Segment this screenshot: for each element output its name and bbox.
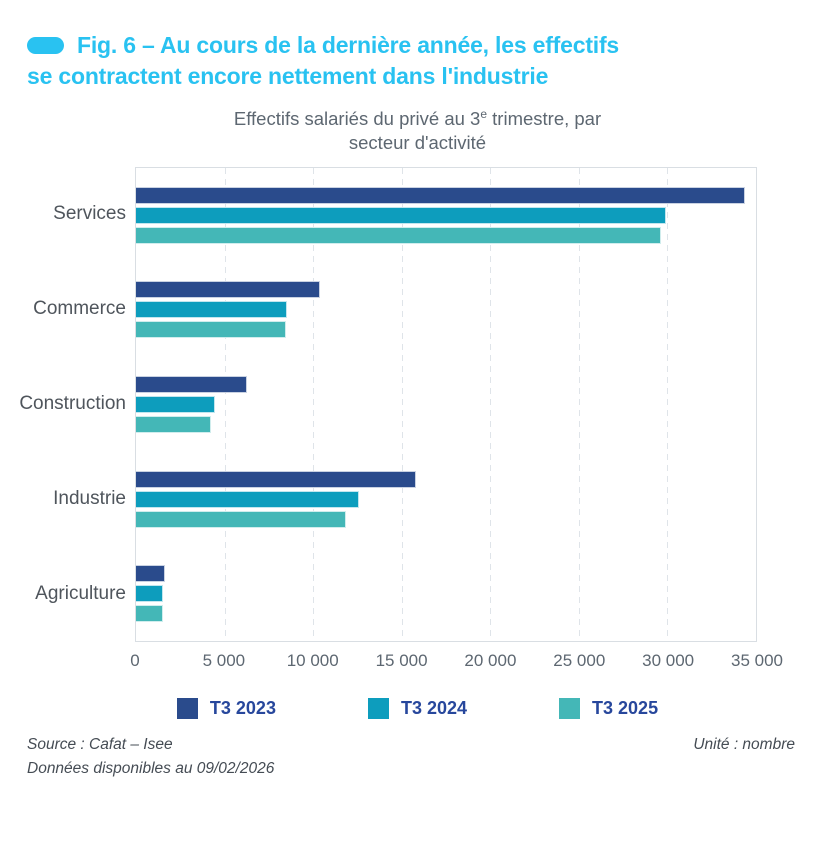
source-line1: Source : Cafat – Isee bbox=[27, 735, 173, 753]
gridline-25000 bbox=[578, 167, 580, 641]
legend-item: T3 2024 bbox=[367, 697, 468, 719]
x-tick-label: 35 000 bbox=[731, 650, 783, 670]
bar-t3-2025 bbox=[136, 510, 346, 528]
legend-item: T3 2025 bbox=[559, 697, 659, 719]
legend-swatch bbox=[367, 697, 389, 719]
category-label: Industrie bbox=[53, 488, 126, 510]
bar-t3-2025 bbox=[136, 226, 662, 244]
legend-swatch bbox=[176, 697, 198, 719]
legend-label: T3 2023 bbox=[209, 697, 276, 718]
bar-t3-2025 bbox=[136, 416, 212, 434]
bar-chart: Services Commerce Construction Industrie Agr… bbox=[0, 166, 835, 719]
bar-t3-2025 bbox=[136, 605, 163, 623]
gridline-15000 bbox=[401, 167, 403, 641]
figure-title-line1: Fig. 6 – Au cours de la dernière année, … bbox=[77, 32, 620, 58]
bar-t3-2025 bbox=[136, 321, 286, 339]
legend-swatch bbox=[559, 697, 581, 719]
figure-title-line2: se contractent encore nettement dans l'i… bbox=[27, 62, 549, 89]
x-tick-label: 30 000 bbox=[642, 650, 695, 670]
category-label: Agriculture bbox=[35, 583, 126, 605]
figure-footer: Source : Cafat – Isee Données disponible… bbox=[27, 733, 795, 781]
gridline-30000 bbox=[667, 167, 669, 641]
bar-t3-2024 bbox=[136, 490, 360, 508]
x-tick-label: 10 000 bbox=[286, 650, 339, 670]
bar-t3-2024 bbox=[136, 396, 215, 414]
plot-area bbox=[135, 166, 757, 642]
bar-t3-2023 bbox=[136, 186, 746, 204]
bar-group-agriculture bbox=[136, 546, 756, 641]
legend-item: T3 2023 bbox=[176, 697, 276, 719]
chart-subtitle: Effectifs salariés du privé au 3e trimes… bbox=[138, 107, 698, 155]
source-note: Source : Cafat – Isee Données disponible… bbox=[27, 733, 274, 781]
gridline-5000 bbox=[224, 167, 226, 641]
x-tick-label: 0 bbox=[130, 650, 140, 670]
x-axis: 0 5 000 10 000 15 000 20 000 25 000 30 000 35 0… bbox=[130, 642, 783, 676]
figure-title: Fig. 6 – Au cours de la dernière année, … bbox=[27, 30, 807, 92]
gridline-20000 bbox=[490, 167, 492, 641]
bar-t3-2023 bbox=[136, 376, 247, 394]
category-label: Construction bbox=[19, 393, 126, 415]
chart-subtitle-line2: secteur d'activité bbox=[348, 131, 487, 153]
category-label: Commerce bbox=[33, 298, 126, 320]
chart-subtitle-sup: e bbox=[480, 106, 488, 121]
legend-label: T3 2025 bbox=[592, 697, 659, 718]
category-labels: Services Commerce Construction Industrie Agr… bbox=[19, 167, 135, 642]
bar-group-industrie bbox=[136, 452, 756, 547]
figure-header: Fig. 6 – Au cours de la dernière année, … bbox=[27, 30, 807, 92]
x-tick-label: 20 000 bbox=[464, 650, 517, 670]
legend: T3 2023 T3 2024 T3 2025 bbox=[0, 697, 835, 719]
chart-subtitle-post: trimestre, par bbox=[487, 107, 602, 129]
figure-pill-icon bbox=[27, 37, 64, 54]
gridline-10000 bbox=[313, 167, 315, 641]
bar-t3-2023 bbox=[136, 470, 416, 488]
source-line2: Données disponibles au 09/02/2026 bbox=[27, 759, 275, 777]
x-tick-label: 25 000 bbox=[553, 650, 606, 670]
bar-t3-2023 bbox=[136, 565, 166, 583]
chart-subtitle-pre: Effectifs salariés du privé au 3 bbox=[233, 107, 481, 129]
bar-t3-2024 bbox=[136, 585, 164, 603]
bar-group-services bbox=[136, 168, 756, 263]
bar-t3-2023 bbox=[136, 281, 321, 299]
bar-group-construction bbox=[136, 357, 756, 452]
category-label: Services bbox=[53, 203, 126, 225]
bar-t3-2024 bbox=[136, 301, 287, 319]
unit-note: Unité : nombre bbox=[693, 735, 795, 753]
legend-label: T3 2024 bbox=[400, 697, 468, 718]
bar-t3-2024 bbox=[136, 206, 666, 224]
x-tick-label: 15 000 bbox=[375, 650, 428, 670]
bar-group-commerce bbox=[136, 262, 756, 357]
x-tick-label: 5 000 bbox=[202, 650, 246, 670]
